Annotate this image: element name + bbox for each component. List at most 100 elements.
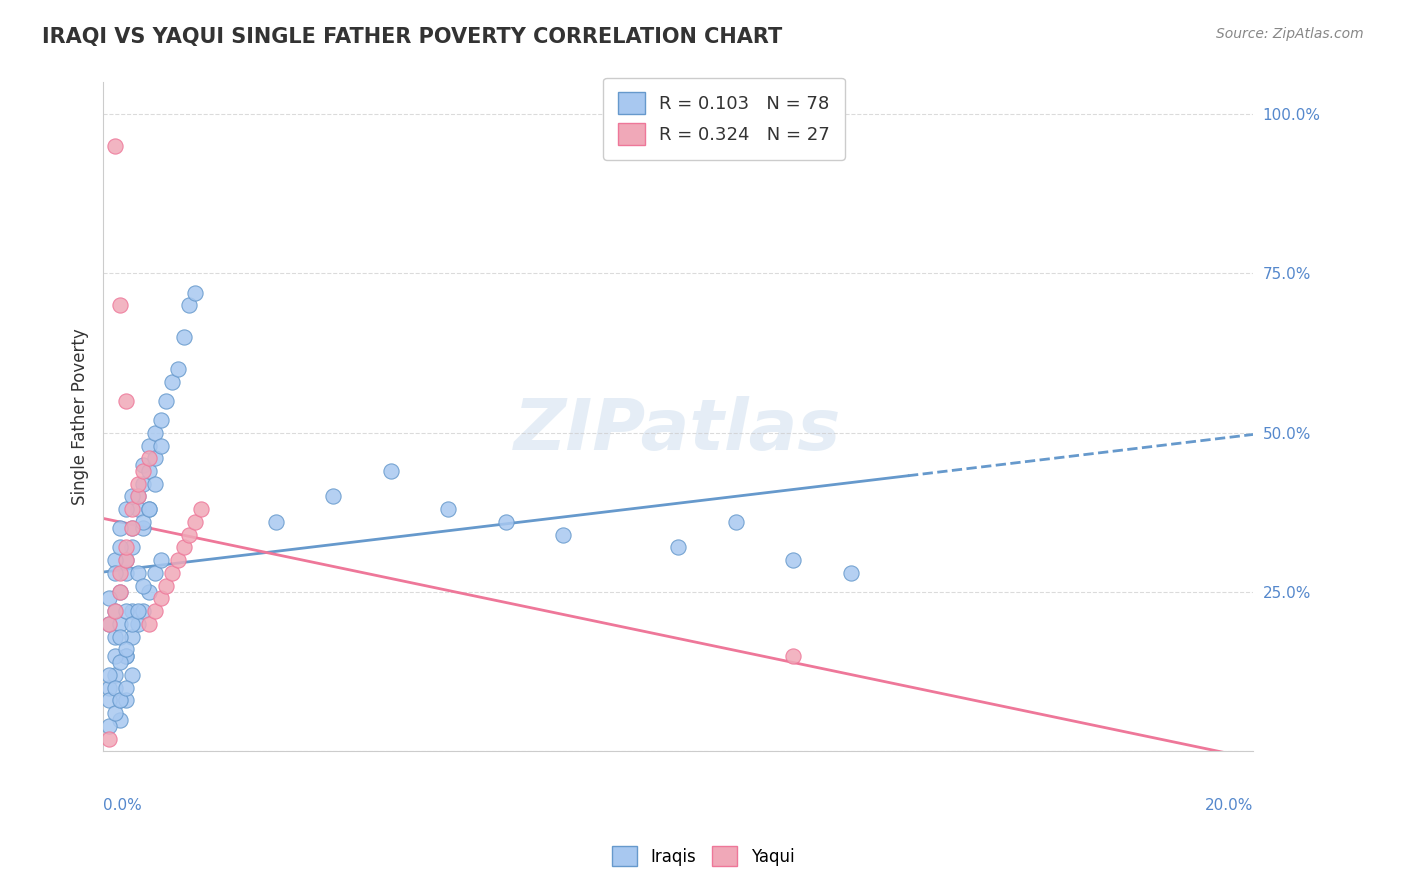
Point bbox=[104, 139, 127, 153]
Point bbox=[184, 285, 207, 300]
Point bbox=[97, 693, 120, 707]
Point bbox=[149, 591, 172, 606]
Point bbox=[97, 617, 120, 632]
Point bbox=[132, 515, 155, 529]
Point bbox=[110, 617, 132, 632]
Point bbox=[104, 604, 127, 618]
Point bbox=[138, 617, 160, 632]
Point bbox=[115, 693, 138, 707]
Point bbox=[149, 553, 172, 567]
Point bbox=[155, 393, 177, 408]
Point bbox=[97, 617, 120, 632]
Point bbox=[495, 515, 517, 529]
Point bbox=[110, 585, 132, 599]
Point bbox=[127, 476, 149, 491]
Point bbox=[110, 630, 132, 644]
Point bbox=[110, 521, 132, 535]
Point bbox=[104, 553, 127, 567]
Y-axis label: Single Father Poverty: Single Father Poverty bbox=[72, 328, 89, 505]
Point bbox=[179, 527, 201, 541]
Point bbox=[104, 668, 127, 682]
Point bbox=[104, 630, 127, 644]
Point bbox=[380, 464, 402, 478]
Point bbox=[666, 541, 689, 555]
Legend: R = 0.103   N = 78, R = 0.324   N = 27: R = 0.103 N = 78, R = 0.324 N = 27 bbox=[603, 78, 845, 160]
Point bbox=[121, 630, 143, 644]
Point bbox=[97, 668, 120, 682]
Point bbox=[264, 515, 287, 529]
Text: ZIPatlas: ZIPatlas bbox=[515, 396, 842, 465]
Point bbox=[104, 648, 127, 663]
Point bbox=[104, 706, 127, 721]
Point bbox=[160, 375, 183, 389]
Point bbox=[143, 425, 166, 440]
Point bbox=[115, 566, 138, 580]
Point bbox=[104, 604, 127, 618]
Point bbox=[138, 585, 160, 599]
Point bbox=[110, 298, 132, 312]
Point bbox=[149, 413, 172, 427]
Point bbox=[138, 438, 160, 452]
Point bbox=[149, 438, 172, 452]
Point bbox=[173, 330, 195, 344]
Point bbox=[160, 566, 183, 580]
Point bbox=[115, 648, 138, 663]
Point bbox=[138, 464, 160, 478]
Point bbox=[110, 655, 132, 669]
Point bbox=[437, 502, 460, 516]
Point bbox=[110, 541, 132, 555]
Point bbox=[127, 617, 149, 632]
Point bbox=[127, 490, 149, 504]
Point bbox=[167, 553, 190, 567]
Point bbox=[839, 566, 862, 580]
Legend: Iraqis, Yaqui: Iraqis, Yaqui bbox=[603, 838, 803, 875]
Point bbox=[132, 604, 155, 618]
Point bbox=[110, 566, 132, 580]
Point bbox=[143, 476, 166, 491]
Text: Source: ZipAtlas.com: Source: ZipAtlas.com bbox=[1216, 27, 1364, 41]
Point bbox=[155, 579, 177, 593]
Point bbox=[127, 490, 149, 504]
Point bbox=[132, 464, 155, 478]
Point bbox=[121, 604, 143, 618]
Point bbox=[115, 541, 138, 555]
Point bbox=[121, 521, 143, 535]
Point bbox=[121, 490, 143, 504]
Point bbox=[104, 566, 127, 580]
Point bbox=[132, 458, 155, 472]
Point bbox=[115, 648, 138, 663]
Point bbox=[115, 553, 138, 567]
Point bbox=[132, 579, 155, 593]
Point bbox=[132, 521, 155, 535]
Point bbox=[121, 541, 143, 555]
Point bbox=[127, 502, 149, 516]
Text: 0.0%: 0.0% bbox=[103, 798, 142, 814]
Point bbox=[97, 731, 120, 746]
Point bbox=[551, 527, 574, 541]
Point bbox=[110, 693, 132, 707]
Point bbox=[115, 502, 138, 516]
Point bbox=[127, 604, 149, 618]
Point bbox=[115, 642, 138, 657]
Point bbox=[138, 502, 160, 516]
Point bbox=[110, 693, 132, 707]
Point bbox=[143, 604, 166, 618]
Point bbox=[132, 476, 155, 491]
Point bbox=[110, 585, 132, 599]
Text: IRAQI VS YAQUI SINGLE FATHER POVERTY CORRELATION CHART: IRAQI VS YAQUI SINGLE FATHER POVERTY COR… bbox=[42, 27, 782, 46]
Point bbox=[121, 502, 143, 516]
Point bbox=[782, 648, 804, 663]
Point bbox=[167, 362, 190, 376]
Text: 20.0%: 20.0% bbox=[1205, 798, 1253, 814]
Point bbox=[121, 521, 143, 535]
Point bbox=[121, 668, 143, 682]
Point bbox=[143, 451, 166, 466]
Point bbox=[115, 393, 138, 408]
Point bbox=[115, 553, 138, 567]
Point bbox=[115, 681, 138, 695]
Point bbox=[138, 451, 160, 466]
Point bbox=[115, 604, 138, 618]
Point bbox=[179, 298, 201, 312]
Point bbox=[173, 541, 195, 555]
Point bbox=[322, 490, 344, 504]
